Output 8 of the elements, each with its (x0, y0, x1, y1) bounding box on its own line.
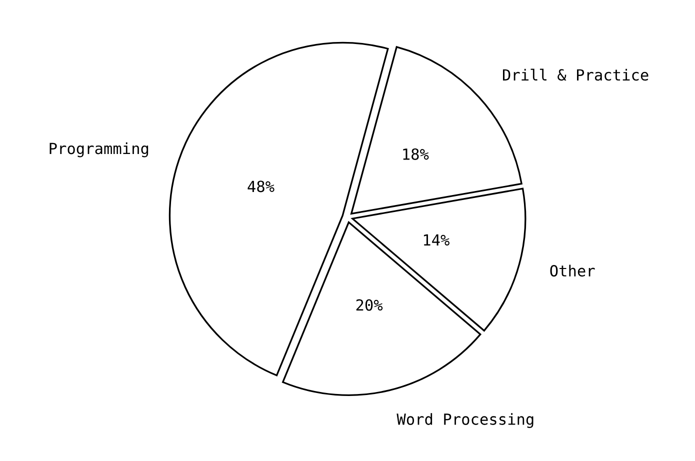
slice-label: Programming (50, 142, 148, 158)
slice-label: Other (550, 264, 595, 277)
data-label: 18% (403, 148, 429, 160)
data-label: 14% (424, 234, 450, 246)
data-label: 20% (356, 299, 383, 311)
slice-label: Drill & Practice (502, 68, 648, 81)
slice-label: Word Processing (396, 413, 534, 428)
data-label: 48% (248, 180, 274, 192)
